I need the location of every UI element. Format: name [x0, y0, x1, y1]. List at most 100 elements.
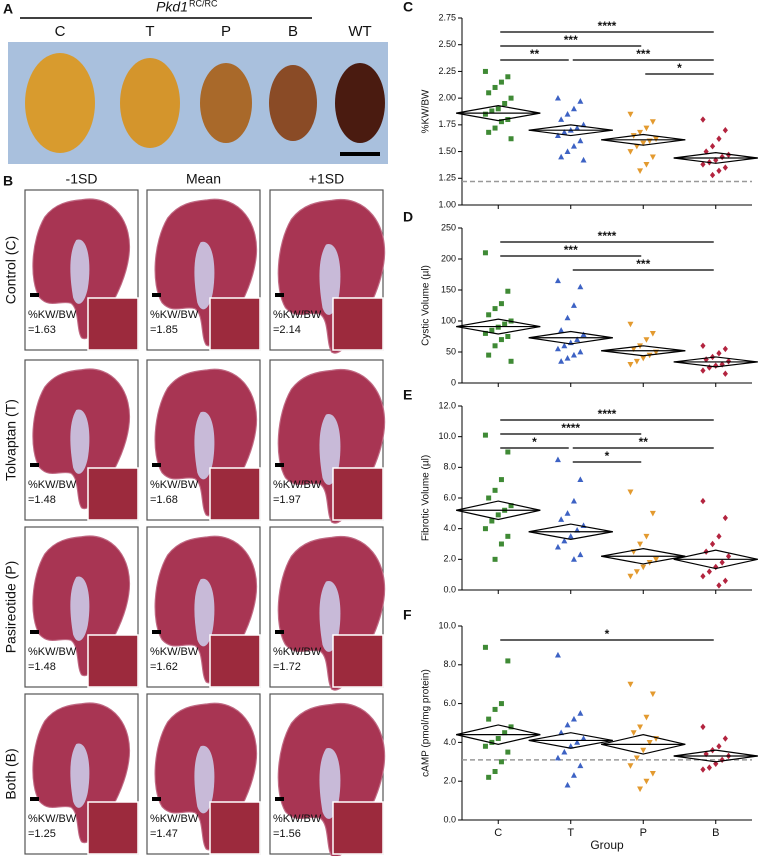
data-point	[482, 250, 488, 256]
data-point	[554, 345, 561, 352]
data-point	[722, 345, 728, 353]
data-point	[564, 314, 571, 321]
kidney-medulla	[70, 576, 90, 641]
group-label: C	[55, 23, 66, 40]
inset	[87, 801, 139, 855]
data-point	[482, 432, 488, 438]
data-point	[495, 324, 501, 330]
data-point	[649, 119, 656, 125]
data-point	[486, 129, 492, 135]
data-point	[502, 321, 508, 327]
data-point	[554, 754, 561, 761]
data-point	[498, 79, 504, 85]
data-point	[637, 724, 644, 731]
data-point	[495, 106, 501, 112]
data-point	[492, 125, 498, 131]
data-point	[505, 449, 511, 455]
data-point	[570, 556, 577, 562]
data-point	[570, 351, 577, 358]
data-point	[505, 288, 511, 294]
data-point	[492, 487, 498, 493]
kidney-medulla	[194, 241, 215, 310]
data-point	[649, 154, 656, 161]
data-point	[627, 111, 634, 118]
y-tick-label: 1.50	[438, 146, 456, 156]
data-point	[564, 355, 571, 361]
data-point	[700, 723, 706, 731]
y-tick-label: 8.0	[443, 659, 456, 669]
data-point	[640, 140, 647, 147]
data-point	[722, 164, 728, 171]
data-point	[505, 658, 511, 664]
data-point	[508, 136, 514, 142]
row-label: Tolvaptan (T)	[3, 399, 19, 481]
data-point	[482, 644, 488, 650]
metric-value: =1.62	[150, 661, 178, 673]
data-point	[713, 563, 719, 571]
y-tick-label: 6.0	[443, 492, 456, 502]
y-tick-label: 0.0	[443, 584, 456, 594]
data-point	[633, 755, 640, 762]
data-point	[725, 358, 732, 365]
data-point	[498, 119, 504, 125]
data-point	[633, 358, 640, 365]
metric-value: =1.63	[28, 324, 56, 336]
data-point	[643, 161, 650, 168]
metric-value: =1.85	[150, 324, 178, 336]
data-point	[640, 355, 647, 362]
significance-label: ****	[598, 229, 617, 243]
y-tick-label: 150	[441, 284, 456, 294]
data-point	[646, 740, 653, 746]
kidney-medulla	[194, 578, 215, 647]
data-point	[643, 125, 650, 132]
data-point	[561, 537, 568, 544]
data-point	[577, 283, 584, 290]
data-point	[577, 348, 584, 355]
significance-label: *	[605, 449, 610, 463]
data-point	[482, 526, 488, 532]
data-point	[498, 337, 504, 343]
gene-superscript: RC/RC	[189, 0, 218, 8]
data-point	[567, 533, 574, 539]
y-tick-label: 1.25	[438, 173, 456, 183]
data-point	[637, 168, 644, 175]
data-point	[643, 778, 650, 785]
data-point	[653, 136, 660, 142]
data-point	[716, 167, 722, 175]
data-point	[700, 116, 706, 123]
group-label: B	[288, 23, 298, 40]
y-tick-label: 10.0	[438, 431, 456, 441]
data-point	[649, 510, 656, 517]
y-tick-label: 2.25	[438, 66, 456, 76]
data-point	[482, 111, 488, 117]
data-point	[627, 321, 634, 328]
inset	[209, 467, 261, 521]
scale-bar	[152, 797, 161, 801]
data-point	[564, 148, 571, 154]
histology-grid: -1SD Mean +1SD Control (C) %KW/BW =1.63 %KW/BW…	[3, 171, 386, 856]
y-axis-title: Fibrotic Volume (µl)	[421, 455, 432, 541]
inset	[332, 634, 384, 688]
data-point	[627, 149, 634, 155]
data-point	[577, 98, 584, 104]
metric-label: %KW/BW	[28, 813, 77, 825]
significance-label: *	[532, 435, 537, 449]
inset	[332, 297, 384, 351]
data-point	[558, 358, 565, 364]
scale-bar	[30, 463, 39, 467]
data-point	[580, 735, 587, 741]
data-point	[627, 489, 634, 496]
data-point	[713, 362, 719, 369]
data-point	[567, 743, 574, 749]
kidney-medulla	[70, 239, 90, 304]
data-point	[627, 763, 634, 769]
data-point	[570, 497, 577, 504]
metric-value: =1.72	[273, 661, 301, 673]
y-tick-label: 0	[451, 377, 456, 387]
panel-label: E	[403, 387, 412, 403]
metric-label: %KW/BW	[273, 479, 322, 491]
data-point	[627, 573, 634, 580]
data-point	[643, 533, 650, 540]
gene-title: Pkd1	[156, 0, 188, 15]
metric-value: =1.56	[273, 828, 301, 840]
